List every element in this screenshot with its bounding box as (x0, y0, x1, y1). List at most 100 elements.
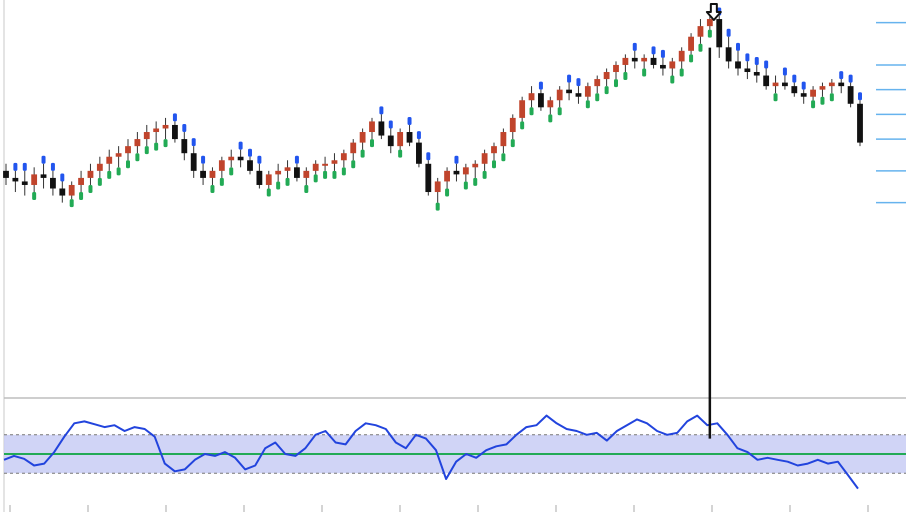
candle (143, 124, 150, 147)
candle (68, 181, 75, 200)
lower-band-segment (604, 86, 609, 95)
candle (21, 170, 28, 196)
candle (735, 50, 741, 76)
candle (857, 100, 863, 147)
upper-band-segment (50, 162, 55, 171)
bullish-candle-body (500, 132, 507, 147)
candle (284, 160, 291, 178)
candle (584, 82, 591, 101)
lower-band-segment (323, 170, 328, 179)
candle (40, 163, 47, 189)
bullish-candle-body (115, 153, 122, 157)
upper-band-segment (538, 81, 543, 90)
upper-band-segment (294, 155, 299, 164)
lower-band-segment (107, 170, 112, 179)
bullish-candle-body (519, 100, 526, 118)
upper-band-segment (848, 74, 853, 83)
upper-band-segment (454, 155, 459, 164)
upper-band-segment (764, 60, 769, 69)
bearish-candle-body (791, 86, 798, 94)
candle (153, 121, 160, 143)
candle (744, 61, 751, 80)
bullish-candle-body (547, 100, 554, 108)
candle (678, 47, 685, 69)
bullish-candle-body (265, 174, 272, 185)
oscillator-line (3, 414, 859, 490)
candle (847, 82, 854, 108)
candle (78, 170, 84, 193)
lower-band-segment (32, 192, 37, 201)
bearish-candle-body (800, 93, 807, 97)
lower-band-segment (679, 68, 684, 77)
bullish-candle-body (584, 86, 591, 97)
bearish-candle-body (50, 177, 56, 189)
bearish-candle-body (40, 174, 47, 178)
upper-band-segment (388, 120, 393, 129)
upper-band-segment (782, 67, 787, 76)
lower-band-segment (435, 202, 440, 211)
candle (3, 163, 9, 185)
candle (660, 57, 666, 76)
lower-band-segment (135, 153, 140, 162)
lower-band-segment (548, 114, 553, 123)
bullish-candle-body (491, 146, 497, 154)
lower-band-segment (304, 184, 309, 193)
bullish-candle-body (31, 174, 38, 185)
candle (547, 96, 554, 115)
bullish-candle-body (828, 82, 835, 87)
lower-band-segment (829, 93, 834, 102)
bullish-candle-body (275, 170, 282, 175)
candle (810, 86, 816, 101)
bearish-candle-body (782, 82, 788, 87)
bearish-candle-body (387, 135, 394, 147)
candle (87, 163, 94, 185)
bearish-candle-body (172, 124, 178, 140)
bullish-candle-body (528, 93, 535, 101)
bullish-candle-body (641, 57, 648, 62)
upper-band-segment (660, 49, 665, 58)
candle (134, 132, 141, 154)
bullish-candle-body (284, 167, 291, 171)
upper-band-segment (41, 155, 46, 164)
lower-band-segment (557, 107, 562, 116)
candle (800, 89, 807, 104)
lower-band-segment (595, 93, 600, 102)
lower-band-segment (341, 167, 346, 176)
upper-band-segment (754, 56, 759, 65)
candle (12, 170, 19, 193)
bearish-candle-body (847, 86, 854, 104)
bullish-candle-body (772, 82, 779, 87)
candle (359, 128, 366, 150)
bearish-candle-body (21, 181, 28, 185)
candle (50, 170, 56, 196)
candle (472, 160, 479, 178)
bearish-candle-body (753, 72, 760, 76)
upper-band-segment (379, 106, 384, 115)
upper-band-segment (416, 131, 421, 140)
bearish-candle-body (857, 103, 863, 143)
bearish-candle-body (453, 170, 460, 175)
candle (256, 163, 263, 189)
upper-band-segment (248, 148, 252, 157)
bullish-candle-body (434, 181, 441, 193)
candle (528, 86, 535, 108)
bullish-candle-body (218, 160, 225, 171)
upper-band-segment (238, 141, 243, 150)
lower-band-segment (351, 160, 356, 169)
candle (491, 142, 497, 161)
bullish-candle-body (68, 184, 75, 196)
lower-band-segment (670, 75, 675, 84)
candle (613, 61, 619, 80)
upper-band-segment (745, 53, 750, 62)
candle (462, 163, 469, 182)
candle (228, 149, 235, 168)
candle (556, 86, 563, 108)
candle (763, 68, 770, 90)
candle (716, 15, 723, 58)
candle (481, 149, 488, 171)
bearish-candle-body (763, 75, 770, 87)
bearish-candle-body (406, 132, 413, 143)
candle (331, 153, 338, 171)
candle (500, 128, 507, 154)
